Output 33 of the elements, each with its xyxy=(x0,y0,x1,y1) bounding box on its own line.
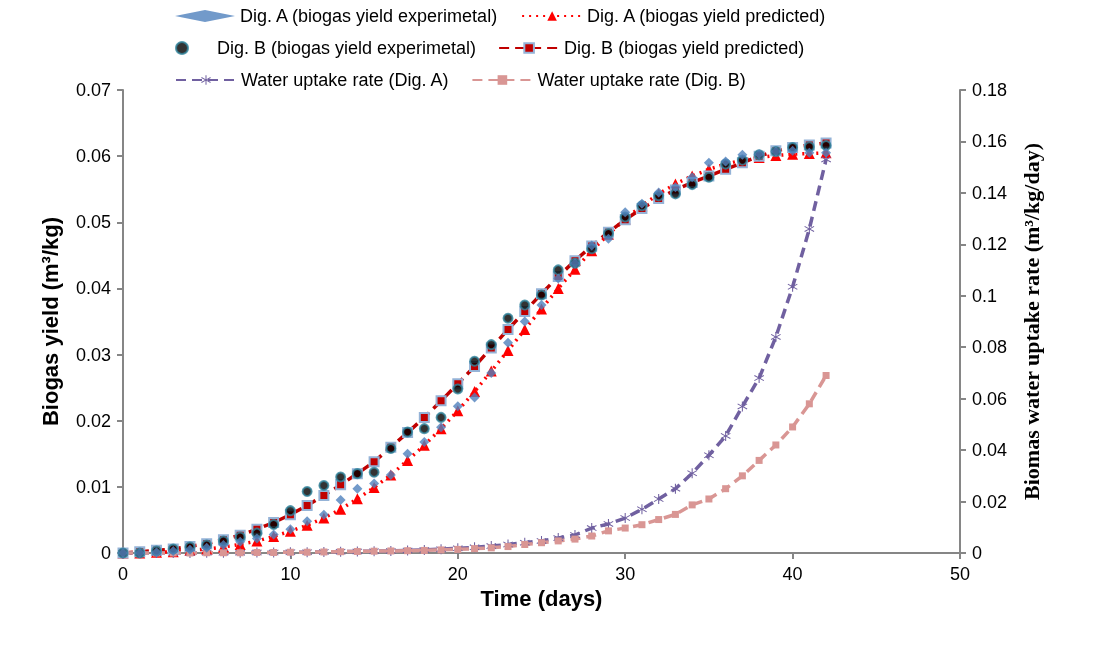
y-tick-label: 0.03 xyxy=(75,344,111,365)
y2-tick-label: 0.16 xyxy=(972,131,1008,152)
x-tick-label: 30 xyxy=(615,564,636,584)
y2-tick-label: 0.14 xyxy=(972,182,1008,203)
x-tick-label: 40 xyxy=(782,564,803,584)
y2-tick-label: 0.12 xyxy=(972,234,1008,255)
y-tick-label: 0.01 xyxy=(75,476,111,497)
y-tick-label: 0.07 xyxy=(75,80,111,100)
y-tick-label: 0.04 xyxy=(75,278,111,299)
y-axis-title: Biogas yield (m³/kg) xyxy=(37,216,63,427)
y-tick-label: 0.06 xyxy=(75,146,111,167)
legend-label: Dig. A (biogas yield predicted) xyxy=(587,6,826,26)
x-tick-label: 20 xyxy=(447,564,468,584)
y2-tick-label: 0.08 xyxy=(972,337,1008,358)
y2-tick-label: 0.1 xyxy=(972,285,998,306)
legend-label: Dig. B (biogas yield experimetal) xyxy=(217,38,477,58)
x-tick-label: 0 xyxy=(117,564,129,584)
x-tick-label: 10 xyxy=(280,564,301,584)
y2-tick-label: 0.02 xyxy=(972,491,1008,512)
y2-tick-label: 0.04 xyxy=(972,440,1008,461)
y-tick-label: 0 xyxy=(100,543,111,563)
legend-label: Dig. B (biogas yield predicted) xyxy=(564,38,805,58)
y2-tick-label: 0.18 xyxy=(972,80,1008,100)
x-tick-label: 50 xyxy=(949,564,971,584)
y-tick-label: 0.05 xyxy=(75,212,111,233)
y2-tick-label: 0.06 xyxy=(972,388,1008,409)
legend-label: Water uptake rate (Dig. A) xyxy=(241,70,449,90)
y2-axis-title: Biomas water uptake rate (m³/kg/day) xyxy=(1018,143,1044,500)
y2-tick-label: 0 xyxy=(972,543,983,563)
legend-label: Dig. A (biogas yield experimetal) xyxy=(240,6,498,26)
legend-label: Water uptake rate (Dig. B) xyxy=(537,70,746,90)
x-axis-title: Time (days) xyxy=(480,586,603,612)
y-tick-label: 0.02 xyxy=(75,410,111,431)
